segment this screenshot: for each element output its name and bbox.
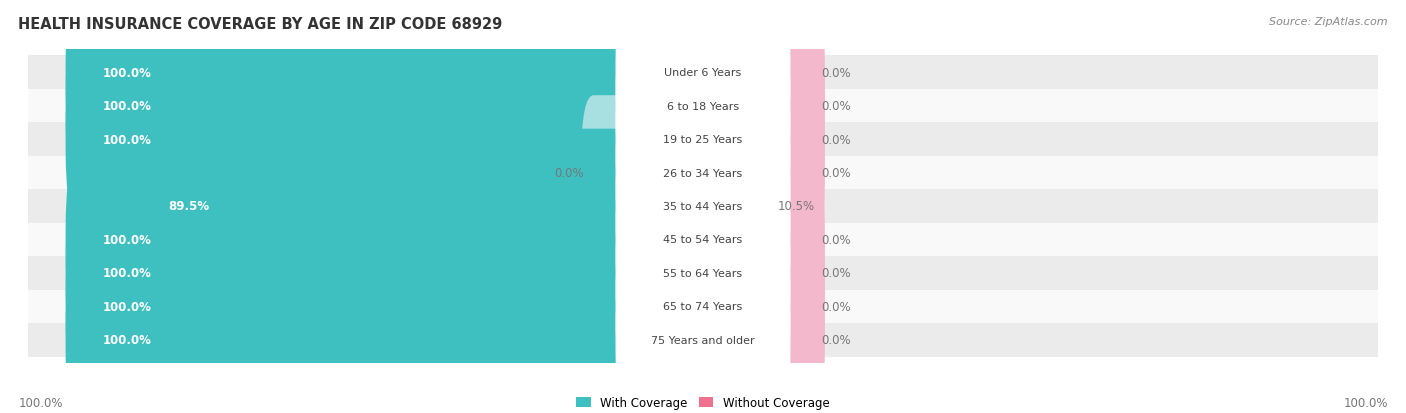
FancyBboxPatch shape — [28, 123, 1378, 157]
Text: 89.5%: 89.5% — [169, 200, 209, 213]
FancyBboxPatch shape — [616, 131, 790, 282]
Text: 6 to 18 Years: 6 to 18 Years — [666, 101, 740, 112]
Text: 19 to 25 Years: 19 to 25 Years — [664, 135, 742, 145]
Text: 100.0%: 100.0% — [103, 100, 152, 113]
FancyBboxPatch shape — [765, 163, 825, 317]
Text: 100.0%: 100.0% — [103, 133, 152, 146]
FancyBboxPatch shape — [28, 190, 1378, 223]
FancyBboxPatch shape — [765, 63, 825, 217]
Text: Source: ZipAtlas.com: Source: ZipAtlas.com — [1270, 17, 1388, 26]
Text: 100.0%: 100.0% — [103, 300, 152, 313]
Text: 100.0%: 100.0% — [1343, 396, 1388, 409]
FancyBboxPatch shape — [66, 163, 716, 317]
FancyBboxPatch shape — [28, 323, 1378, 357]
FancyBboxPatch shape — [616, 230, 790, 383]
FancyBboxPatch shape — [690, 129, 782, 284]
FancyBboxPatch shape — [131, 129, 716, 284]
Text: 100.0%: 100.0% — [18, 396, 63, 409]
Text: 0.0%: 0.0% — [821, 300, 852, 313]
FancyBboxPatch shape — [616, 164, 790, 316]
FancyBboxPatch shape — [616, 97, 790, 249]
FancyBboxPatch shape — [765, 29, 825, 183]
Text: 0.0%: 0.0% — [821, 66, 852, 79]
FancyBboxPatch shape — [28, 56, 1378, 90]
Text: 0.0%: 0.0% — [821, 233, 852, 247]
FancyBboxPatch shape — [66, 63, 716, 217]
Text: 10.5%: 10.5% — [778, 200, 815, 213]
Text: 0.0%: 0.0% — [821, 166, 852, 180]
Text: 0.0%: 0.0% — [821, 100, 852, 113]
Text: 100.0%: 100.0% — [103, 66, 152, 79]
FancyBboxPatch shape — [765, 0, 825, 150]
Text: 65 to 74 Years: 65 to 74 Years — [664, 301, 742, 312]
Text: HEALTH INSURANCE COVERAGE BY AGE IN ZIP CODE 68929: HEALTH INSURANCE COVERAGE BY AGE IN ZIP … — [18, 17, 502, 31]
FancyBboxPatch shape — [765, 230, 825, 384]
FancyBboxPatch shape — [765, 96, 825, 250]
FancyBboxPatch shape — [28, 223, 1378, 256]
FancyBboxPatch shape — [616, 264, 790, 413]
Text: 100.0%: 100.0% — [103, 233, 152, 247]
FancyBboxPatch shape — [66, 29, 716, 183]
FancyBboxPatch shape — [28, 90, 1378, 123]
FancyBboxPatch shape — [66, 263, 716, 413]
FancyBboxPatch shape — [66, 230, 716, 384]
Text: 100.0%: 100.0% — [103, 267, 152, 280]
Text: 55 to 64 Years: 55 to 64 Years — [664, 268, 742, 278]
FancyBboxPatch shape — [66, 196, 716, 350]
Text: 100.0%: 100.0% — [103, 334, 152, 347]
Text: 0.0%: 0.0% — [821, 133, 852, 146]
Text: 75 Years and older: 75 Years and older — [651, 335, 755, 345]
FancyBboxPatch shape — [765, 196, 825, 350]
FancyBboxPatch shape — [28, 290, 1378, 323]
FancyBboxPatch shape — [765, 263, 825, 413]
FancyBboxPatch shape — [616, 30, 790, 183]
Text: 26 to 34 Years: 26 to 34 Years — [664, 168, 742, 178]
FancyBboxPatch shape — [28, 157, 1378, 190]
Text: 0.0%: 0.0% — [821, 267, 852, 280]
FancyBboxPatch shape — [581, 96, 641, 250]
FancyBboxPatch shape — [66, 0, 716, 150]
Text: Under 6 Years: Under 6 Years — [665, 68, 741, 78]
FancyBboxPatch shape — [28, 256, 1378, 290]
FancyBboxPatch shape — [616, 197, 790, 349]
Legend: With Coverage, Without Coverage: With Coverage, Without Coverage — [572, 392, 834, 413]
Text: 0.0%: 0.0% — [554, 166, 585, 180]
Text: 0.0%: 0.0% — [821, 334, 852, 347]
Text: 35 to 44 Years: 35 to 44 Years — [664, 202, 742, 211]
Text: 45 to 54 Years: 45 to 54 Years — [664, 235, 742, 245]
FancyBboxPatch shape — [616, 0, 790, 149]
FancyBboxPatch shape — [616, 64, 790, 216]
